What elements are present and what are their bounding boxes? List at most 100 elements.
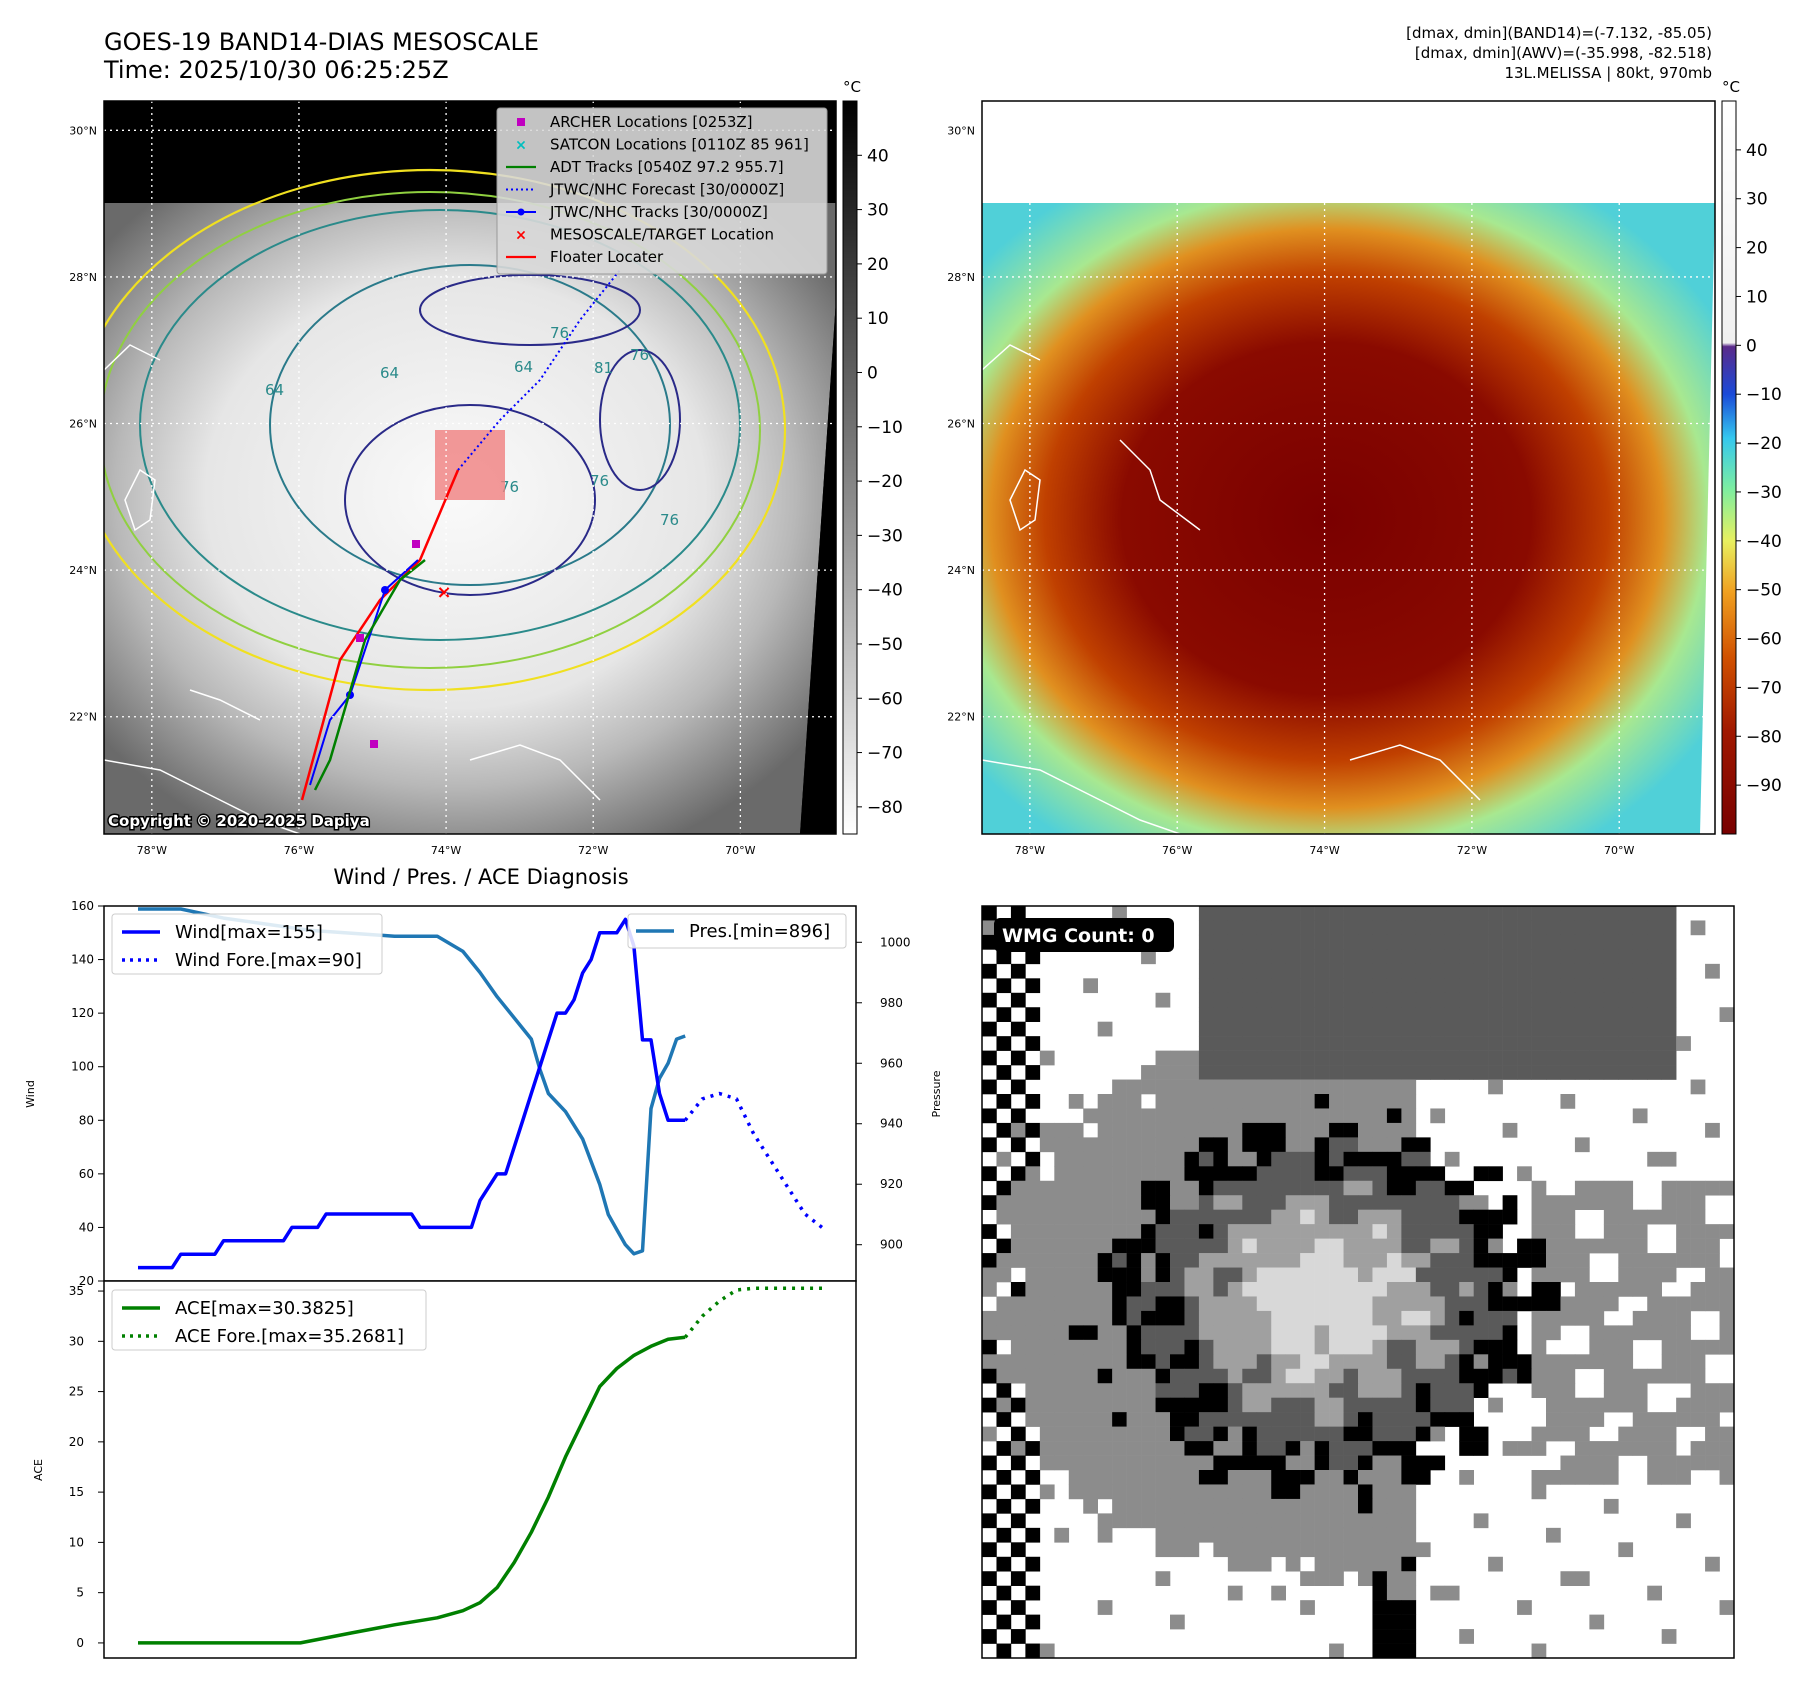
- wmg-cell: [1474, 1036, 1489, 1051]
- wmg-cell: [1098, 1108, 1113, 1123]
- wmg-cell: [1271, 1210, 1286, 1225]
- wmg-cell: [1098, 1268, 1113, 1283]
- wmg-cell: [1618, 1253, 1633, 1268]
- pressure-ytick-label: 960: [880, 1056, 903, 1070]
- wmg-cell: [1387, 920, 1402, 935]
- wmg-cell: [1228, 1268, 1243, 1283]
- wind-pressure-panel: Wind / Pres. / ACE Diagnosis Wind Pressu…: [24, 865, 943, 1288]
- wmg-cell: [1662, 1325, 1677, 1340]
- wmg-cell: [1604, 1456, 1619, 1471]
- wmg-cell: [1257, 1369, 1272, 1384]
- wmg-cell: [1213, 1108, 1228, 1123]
- wmg-cell: [1445, 1369, 1460, 1384]
- wmg-cell: [1069, 1210, 1084, 1225]
- wmg-cell: [1618, 1007, 1633, 1022]
- wmg-cell: [1344, 1557, 1359, 1572]
- wmg-cell: [1358, 1022, 1373, 1037]
- wmg-cell: [1228, 1108, 1243, 1123]
- wmg-cell: [1459, 949, 1474, 964]
- wmg-cell: [1387, 1051, 1402, 1066]
- wmg-cell: [1604, 978, 1619, 993]
- wmg-cell: [1011, 1080, 1026, 1095]
- wmg-cell: [1025, 1369, 1040, 1384]
- wmg-cell: [1300, 1340, 1315, 1355]
- wmg-cell: [1503, 1253, 1518, 1268]
- wmg-cell: [1069, 1354, 1084, 1369]
- wmg-cell: [1618, 920, 1633, 935]
- wmg-cell: [1430, 1311, 1445, 1326]
- wmg-cell: [1098, 1311, 1113, 1326]
- wmg-cell: [1300, 949, 1315, 964]
- wmg-cell: [1011, 1571, 1026, 1586]
- wmg-cell: [1329, 1557, 1344, 1572]
- wmg-cell: [1416, 1239, 1431, 1254]
- wmg-cell: [1025, 1470, 1040, 1485]
- wmg-cell: [1329, 1383, 1344, 1398]
- wmg-cell: [1271, 993, 1286, 1008]
- wmg-cell: [1358, 906, 1373, 921]
- wmg-cell: [1286, 993, 1301, 1008]
- wmg-cell: [1286, 1456, 1301, 1471]
- wmg-cell: [1401, 1094, 1416, 1109]
- wmg-cell: [1271, 1340, 1286, 1355]
- wmg-cell: [1242, 1224, 1257, 1239]
- wmg-cell: [1025, 1094, 1040, 1109]
- wmg-cell: [1532, 978, 1547, 993]
- wmg-cell: [1488, 1166, 1503, 1181]
- wmg-cell: [1662, 1629, 1677, 1644]
- wmg-cell: [1589, 1195, 1604, 1210]
- wmg-panel: WMG Count: 0: [982, 906, 1734, 1658]
- wmg-cell: [1213, 1152, 1228, 1167]
- wmg-cell: [1387, 1282, 1402, 1297]
- wmg-cell: [1633, 949, 1648, 964]
- wmg-cell: [1720, 1296, 1735, 1311]
- wmg-cell: [1300, 1571, 1315, 1586]
- wmg-cell: [1286, 949, 1301, 964]
- wmg-cell: [1141, 1080, 1156, 1095]
- wmg-cell: [1445, 1195, 1460, 1210]
- wmg-cell: [1228, 1051, 1243, 1066]
- wmg-cell: [1300, 920, 1315, 935]
- wmg-cell: [1633, 1441, 1648, 1456]
- wmg-cell: [1083, 1499, 1098, 1514]
- wmg-cell: [1300, 1513, 1315, 1528]
- wmg-cell: [1488, 1557, 1503, 1572]
- wmg-cell: [1141, 1268, 1156, 1283]
- wmg-cell: [1199, 1007, 1214, 1022]
- wmg-cell: [1445, 1007, 1460, 1022]
- wmg-cell: [1676, 1513, 1691, 1528]
- wmg-cell: [1054, 1311, 1069, 1326]
- wmg-cell: [1459, 1325, 1474, 1340]
- wmg-cell: [1257, 978, 1272, 993]
- wmg-cell: [1387, 993, 1402, 1008]
- wmg-cell: [1488, 1210, 1503, 1225]
- wmg-cell: [1546, 1051, 1561, 1066]
- colorbar-tick-label: −50: [1746, 581, 1782, 601]
- wmg-cell: [1170, 1325, 1185, 1340]
- wmg-cell: [1344, 1108, 1359, 1123]
- wmg-cell: [1257, 1282, 1272, 1297]
- info-band14: [dmax, dmin](BAND14)=(-7.132, -85.05): [1406, 24, 1712, 42]
- wmg-cell: [1184, 1253, 1199, 1268]
- wmg-cell: [1662, 1022, 1677, 1037]
- lat-tick-label: 24°N: [947, 564, 975, 577]
- wmg-cell: [1098, 1528, 1113, 1543]
- wmg-cell: [1618, 1036, 1633, 1051]
- wmg-cell: [1647, 1586, 1662, 1601]
- wmg-cell: [1358, 1007, 1373, 1022]
- pressure-yticks: 9009209409609801000: [856, 935, 911, 1251]
- wmg-cell: [1170, 1239, 1185, 1254]
- wmg-cell: [1242, 906, 1257, 921]
- wmg-cell: [996, 1152, 1011, 1167]
- wmg-cell: [1676, 1239, 1691, 1254]
- wmg-cell: [1112, 1325, 1127, 1340]
- wmg-cell: [1170, 1456, 1185, 1471]
- wmg-cell: [1184, 1470, 1199, 1485]
- legend-marker: [517, 118, 525, 126]
- wmg-cell: [1184, 1456, 1199, 1471]
- wmg-cell: [1705, 1181, 1720, 1196]
- wmg-cell: [1228, 1094, 1243, 1109]
- wmg-cell: [1112, 1311, 1127, 1326]
- wmg-cell: [1112, 1152, 1127, 1167]
- wmg-cell: [1213, 1398, 1228, 1413]
